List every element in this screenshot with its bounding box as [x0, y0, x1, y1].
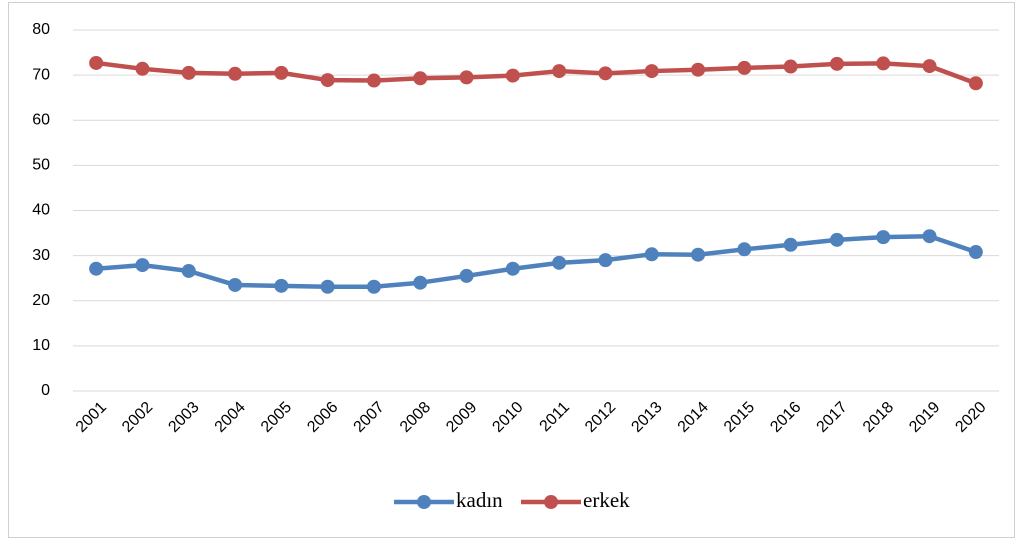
- legend-marker: [544, 495, 558, 509]
- y-tick-label: 60: [32, 111, 50, 128]
- legend-marker: [417, 495, 431, 509]
- series-marker: [135, 61, 150, 76]
- y-tick-label: 30: [32, 247, 50, 264]
- series-marker: [274, 65, 289, 80]
- series-marker: [552, 64, 567, 79]
- series-marker: [691, 247, 706, 262]
- series-marker: [598, 253, 613, 268]
- series-marker: [876, 56, 891, 71]
- series-marker: [922, 59, 937, 74]
- series-marker: [274, 278, 289, 293]
- series-marker: [783, 59, 798, 74]
- y-tick-label: 50: [32, 157, 50, 174]
- series-marker: [135, 258, 150, 273]
- series-marker: [366, 279, 381, 294]
- series-marker: [320, 279, 335, 294]
- series-marker: [366, 73, 381, 88]
- y-tick-label: 70: [32, 66, 50, 83]
- legend-label: erkek: [583, 488, 630, 512]
- series-line: [95, 233, 977, 290]
- series-marker: [89, 55, 104, 70]
- series-marker: [691, 62, 706, 77]
- series-line: [95, 60, 977, 86]
- series-marker: [737, 60, 752, 75]
- series-marker: [829, 232, 844, 247]
- series-marker: [876, 230, 891, 245]
- series-marker: [181, 65, 196, 80]
- series-marker: [320, 73, 335, 88]
- series-marker: [181, 263, 196, 278]
- series-marker: [228, 66, 243, 81]
- series-marker: [552, 255, 567, 270]
- series-marker: [968, 76, 983, 91]
- series-marker: [459, 268, 474, 283]
- series-marker: [228, 277, 243, 292]
- y-tick-label: 10: [32, 337, 50, 354]
- series-marker: [598, 66, 613, 81]
- series-marker: [89, 261, 104, 276]
- series-marker: [644, 247, 659, 262]
- series-marker: [505, 261, 520, 276]
- legend-label: kadın: [456, 488, 503, 512]
- series-marker: [829, 56, 844, 71]
- series-marker: [922, 229, 937, 244]
- series-marker: [968, 245, 983, 260]
- series-marker: [783, 237, 798, 252]
- series-marker: [459, 70, 474, 85]
- series-marker: [505, 68, 520, 83]
- series-marker: [413, 71, 428, 86]
- series-marker: [737, 242, 752, 257]
- y-tick-label: 40: [32, 202, 50, 219]
- series-marker: [644, 64, 659, 79]
- y-tick-label: 20: [32, 292, 50, 309]
- y-tick-label: 0: [41, 382, 50, 399]
- series-marker: [413, 275, 428, 290]
- y-tick-label: 80: [32, 21, 50, 38]
